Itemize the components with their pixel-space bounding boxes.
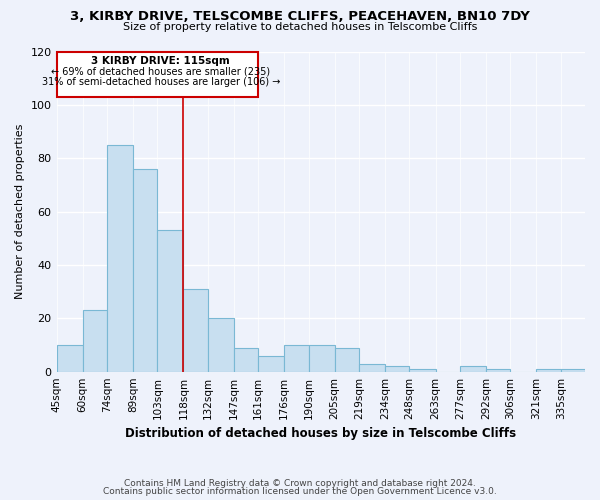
Text: Contains HM Land Registry data © Crown copyright and database right 2024.: Contains HM Land Registry data © Crown c… [124, 478, 476, 488]
Text: 3 KIRBY DRIVE: 115sqm: 3 KIRBY DRIVE: 115sqm [91, 56, 230, 66]
Bar [56, 345, 83, 372]
Bar [486, 369, 510, 372]
Text: 31% of semi-detached houses are larger (106) →: 31% of semi-detached houses are larger (… [41, 77, 280, 87]
Bar [284, 345, 308, 372]
Text: Contains public sector information licensed under the Open Government Licence v3: Contains public sector information licen… [103, 487, 497, 496]
Bar [536, 369, 560, 372]
Bar [308, 345, 335, 372]
Bar [83, 310, 107, 372]
Bar [157, 230, 184, 372]
Bar [335, 348, 359, 372]
Text: ← 69% of detached houses are smaller (235): ← 69% of detached houses are smaller (23… [51, 66, 271, 76]
FancyBboxPatch shape [56, 52, 258, 97]
Bar [385, 366, 409, 372]
Bar [460, 366, 486, 372]
Y-axis label: Number of detached properties: Number of detached properties [15, 124, 25, 300]
Bar [208, 318, 234, 372]
Bar [133, 169, 157, 372]
X-axis label: Distribution of detached houses by size in Telscombe Cliffs: Distribution of detached houses by size … [125, 427, 517, 440]
Bar [184, 289, 208, 372]
Text: 3, KIRBY DRIVE, TELSCOMBE CLIFFS, PEACEHAVEN, BN10 7DY: 3, KIRBY DRIVE, TELSCOMBE CLIFFS, PEACEH… [70, 10, 530, 23]
Bar [258, 356, 284, 372]
Text: Size of property relative to detached houses in Telscombe Cliffs: Size of property relative to detached ho… [123, 22, 477, 32]
Bar [409, 369, 436, 372]
Bar [560, 369, 585, 372]
Bar [234, 348, 258, 372]
Bar [359, 364, 385, 372]
Bar [107, 145, 133, 372]
